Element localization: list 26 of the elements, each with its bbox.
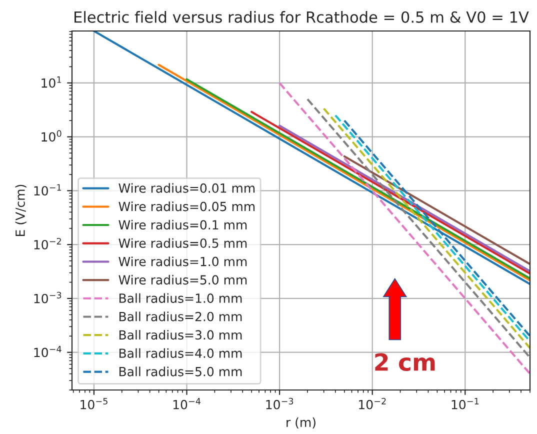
legend-label: Wire radius=1.0 mm [118, 256, 247, 266]
x-tick-label: 10$^{−4}$ [173, 398, 200, 410]
x-tick-label: 10$^{−2}$ [359, 398, 386, 410]
y-tick-label: 10$^{−1}$ [34, 184, 62, 196]
legend-label: Ball radius=4.0 mm [119, 348, 242, 358]
y-tick-label: 10$^{−2}$ [34, 238, 61, 250]
chart-title: Electric field versus radius for Rcathode = 0.5 m & V0 = 1V [74, 11, 529, 23]
legend-label: Wire radius=0.05 mm [118, 202, 255, 212]
legend-label: Ball radius=1.0 mm [119, 293, 242, 303]
legend-label: Ball radius=2.0 mm [119, 312, 242, 322]
y-tick-label: 10$^{0}$ [42, 130, 62, 142]
legend-label: Ball radius=5.0 mm [119, 366, 242, 376]
y-axis-title: E (V/cm) [15, 184, 26, 236]
y-tick-label: 10$^{−4}$ [34, 346, 62, 358]
legend-label: Ball radius=3.0 mm [119, 330, 242, 340]
legend-label: Wire radius=0.01 mm [118, 183, 255, 193]
x-tick-label: 10$^{−5}$ [80, 398, 108, 410]
y-tick-label: 10$^{1}$ [42, 76, 62, 88]
x-tick-label: 10$^{−3}$ [266, 398, 294, 410]
x-axis-title: r (m) [286, 417, 316, 429]
legend-label: Wire radius=0.5 mm [118, 238, 247, 248]
annotation: 2 cm [375, 353, 435, 372]
y-tick-label: 10$^{−3}$ [34, 292, 62, 304]
legend-label: Wire radius=5.0 mm [118, 274, 247, 285]
x-tick-label: 10$^{−1}$ [452, 398, 479, 410]
legend-label: Wire radius=0.1 mm [118, 220, 247, 230]
